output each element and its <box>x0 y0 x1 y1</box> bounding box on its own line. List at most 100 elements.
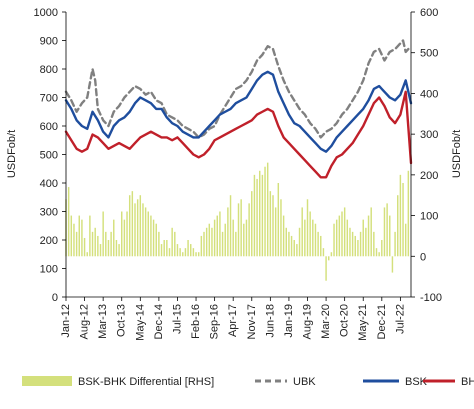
series-line-ubk <box>64 39 413 139</box>
y-right-tick-label: 400 <box>420 88 438 100</box>
y-left-tick-label: 800 <box>40 64 58 76</box>
x-tick-label: Aug-12 <box>79 304 91 339</box>
differential-bar <box>94 227 96 257</box>
x-tick-label: May-21 <box>357 304 369 341</box>
differential-bar <box>317 231 319 257</box>
differential-bar <box>383 207 386 257</box>
differential-bar <box>330 252 333 257</box>
differential-bar <box>272 195 274 257</box>
differential-bar <box>378 252 380 257</box>
differential-bar <box>274 207 277 257</box>
x-tick-label: Dec-14 <box>153 304 165 339</box>
differential-bar <box>259 170 261 257</box>
differential-bar <box>335 219 338 257</box>
differential-bar <box>402 183 404 257</box>
differential-bar <box>147 211 149 257</box>
differential-bar <box>293 240 295 257</box>
x-tick-label: Oct-20 <box>339 304 351 337</box>
differential-bar <box>370 207 372 257</box>
differential-bar <box>134 203 136 257</box>
y-left-tick-label: 0 <box>52 292 58 304</box>
differential-bar <box>105 231 107 257</box>
differential-bar <box>346 219 349 257</box>
differential-bar <box>219 211 221 257</box>
differential-bar <box>67 187 70 257</box>
differential-bar <box>86 252 88 257</box>
differential-bar <box>128 195 131 257</box>
x-tick-label: Dec-21 <box>376 304 388 339</box>
legend-swatch <box>22 376 72 386</box>
y-right-tick-label: 200 <box>420 170 438 182</box>
differential-bar <box>176 244 179 257</box>
differential-bar <box>83 237 86 257</box>
differential-bar <box>245 219 248 257</box>
differential-bar <box>190 244 192 257</box>
differential-bar <box>171 227 173 257</box>
x-tick-label: Aug-19 <box>302 304 314 339</box>
differential-bar <box>320 235 322 257</box>
differential-bar <box>139 195 142 257</box>
differential-bar <box>407 170 410 257</box>
differential-bar <box>266 162 269 257</box>
differential-bar <box>213 219 216 257</box>
differential-bar <box>314 223 317 257</box>
differential-bar <box>232 219 234 257</box>
differential-bar <box>373 231 375 257</box>
differential-bar <box>296 244 298 257</box>
x-tick-label: Jun-18 <box>264 304 276 338</box>
x-tick-label: Jul-22 <box>394 304 406 334</box>
differential-bar <box>150 215 152 257</box>
differential-bar <box>399 174 402 257</box>
y-right-tick-label: 300 <box>420 129 438 141</box>
differential-bar <box>253 174 256 257</box>
differential-bar <box>179 248 181 257</box>
y-left-tick-label: 200 <box>40 235 58 247</box>
differential-bar <box>312 219 314 257</box>
x-tick-label: Jan-19 <box>283 304 295 338</box>
x-tick-label: May-14 <box>134 304 146 341</box>
differential-bar <box>285 227 287 257</box>
differential-bar <box>394 231 396 257</box>
bars-layer <box>65 162 410 281</box>
differential-bar <box>301 207 303 257</box>
differential-bar <box>391 256 394 273</box>
differential-bar <box>362 219 364 257</box>
differential-bar <box>195 252 197 257</box>
differential-bar <box>359 231 362 257</box>
differential-bar <box>333 223 335 257</box>
differential-bar <box>197 252 200 257</box>
legend-label: UBK <box>293 376 316 388</box>
differential-bar <box>240 199 242 257</box>
differential-bar <box>91 231 94 257</box>
differential-bar <box>187 240 189 257</box>
differential-bar <box>144 207 147 257</box>
y-left-tick-label: 700 <box>40 93 58 105</box>
differential-bar <box>280 199 282 257</box>
differential-bar <box>290 235 293 257</box>
differential-bar <box>235 231 237 257</box>
y-right-tick-label: 0 <box>420 251 426 263</box>
differential-bar <box>174 231 176 257</box>
differential-bar <box>322 248 325 257</box>
y-right-tick-label: 600 <box>420 7 438 19</box>
differential-bar <box>123 219 126 257</box>
differential-bar <box>243 223 245 257</box>
differential-bar <box>205 227 208 257</box>
differential-bar <box>200 235 203 257</box>
y-right-tick-label: 500 <box>420 48 438 60</box>
y-left-tick-label: 1000 <box>34 7 58 19</box>
differential-bar <box>306 199 309 257</box>
differential-bar <box>224 223 226 257</box>
differential-bar <box>248 203 250 257</box>
lines-layer <box>64 39 413 179</box>
differential-bar <box>107 240 110 257</box>
differential-bar <box>168 248 171 257</box>
differential-bar <box>160 244 163 257</box>
x-tick-label: Oct-13 <box>116 304 128 337</box>
differential-bar <box>182 252 184 257</box>
differential-bar <box>397 195 399 257</box>
y-left-tick-label: 900 <box>40 36 58 48</box>
differential-bar <box>97 235 99 257</box>
differential-bar <box>81 219 83 257</box>
differential-bar <box>261 174 264 257</box>
